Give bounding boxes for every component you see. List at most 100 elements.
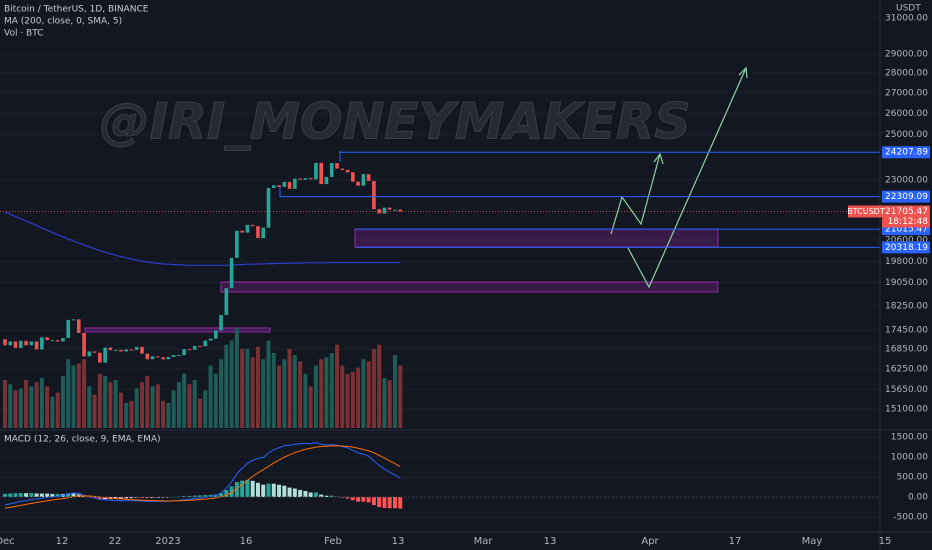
- candle: [98, 352, 102, 363]
- candle: [324, 176, 329, 185]
- macd-hist-bar: [55, 493, 60, 497]
- last-price-tag: [882, 205, 930, 228]
- macd-hist-bar: [187, 495, 192, 497]
- macd-hist-bar: [219, 493, 224, 497]
- candle: [119, 349, 123, 352]
- candle: [140, 346, 144, 354]
- candle: [224, 288, 229, 316]
- symbol-tag: [848, 205, 884, 218]
- macd-hist-bar: [329, 495, 334, 497]
- candle: [235, 230, 239, 258]
- volume-bar: [340, 365, 345, 428]
- volume-bar: [324, 357, 329, 428]
- candle: [3, 339, 7, 346]
- candle: [156, 356, 160, 358]
- volume-bar: [140, 382, 145, 428]
- volume-bar: [129, 400, 134, 428]
- zone: [84, 327, 271, 333]
- candle: [329, 163, 334, 177]
- volume-bar: [60, 375, 65, 428]
- macd-hist-bar: [229, 486, 234, 497]
- price-tag-label: 24207.89: [885, 148, 928, 158]
- macd-hist-bar: [103, 497, 108, 500]
- y-tick-label: 15650.00: [885, 385, 928, 395]
- macd-hist-bar: [277, 484, 282, 497]
- candle: [108, 347, 113, 351]
- volume-bar: [292, 355, 297, 428]
- volume-bar: [277, 365, 282, 428]
- macd-hist-bar: [24, 493, 29, 497]
- macd-hist-bar: [45, 493, 50, 497]
- candle: [277, 185, 281, 187]
- indicator-label: MACD (12, 26, close, 9, EMA, EMA): [4, 435, 161, 445]
- volume-bar: [134, 388, 139, 428]
- macd-hist-bar: [97, 497, 102, 500]
- x-tick-label: 16: [240, 536, 253, 547]
- candle: [166, 356, 171, 360]
- volume-bar: [171, 390, 176, 428]
- candle: [71, 319, 76, 321]
- price-tag: [882, 146, 930, 159]
- arrow-head: [653, 152, 664, 165]
- y-tick-label: 26000.00: [885, 109, 928, 119]
- volume-bar: [124, 403, 129, 428]
- y-tick-label: 0.00: [908, 493, 928, 503]
- macd-hist-bar: [271, 483, 276, 497]
- volume-bar: [234, 328, 239, 428]
- macd-hist-bar: [398, 497, 403, 509]
- y-tick-label: 18250.00: [885, 301, 928, 311]
- volume-bar: [187, 384, 192, 428]
- x-tick-label: 17: [729, 536, 742, 547]
- candle: [50, 340, 55, 342]
- arrow-head: [738, 66, 748, 79]
- macd-hist-bar: [350, 497, 355, 501]
- x-tick-label: 22: [109, 536, 122, 547]
- y-tick-label: 16850.00: [885, 345, 928, 355]
- macd-hist-bar: [192, 495, 197, 497]
- macd-line: [4, 442, 401, 506]
- candle: [124, 349, 129, 352]
- volume-bar: [298, 361, 303, 428]
- candle: [66, 319, 71, 338]
- volume-bar: [377, 344, 382, 428]
- candle: [319, 162, 323, 185]
- volume-bar: [192, 380, 197, 428]
- volume-bar: [76, 363, 81, 428]
- macd-hist-bar: [66, 493, 71, 497]
- x-tick-label: 2023: [155, 536, 180, 547]
- volume-bar: [108, 382, 113, 428]
- macd-hist-bar: [34, 493, 39, 497]
- macd-hist-bar: [392, 497, 397, 509]
- y-tick-label: 20600.00: [885, 235, 928, 245]
- macd-hist-bar: [197, 495, 202, 497]
- arrow-path: [627, 67, 747, 289]
- macd-hist-bar: [234, 482, 239, 497]
- price-tag: [882, 241, 930, 254]
- volume-bar: [224, 344, 229, 428]
- volume-bar: [208, 365, 213, 428]
- volume-bar: [97, 373, 102, 428]
- signal-line: [4, 445, 401, 509]
- volume-bar: [103, 375, 108, 428]
- macd-hist-bar: [324, 495, 329, 497]
- volume-bar: [182, 373, 187, 428]
- volume-bar: [118, 392, 123, 428]
- volume-bar: [113, 380, 118, 428]
- volume-bar: [145, 375, 150, 428]
- candle: [387, 207, 392, 210]
- macd-hist-bar: [8, 493, 13, 497]
- volume-bar: [255, 346, 260, 428]
- volume-bar: [387, 380, 392, 428]
- ma-line: [4, 211, 401, 266]
- macd-hist-bar: [203, 495, 208, 497]
- x-tick-label: 15: [879, 536, 892, 547]
- price-tag-label: 22309.09: [885, 192, 928, 202]
- y-tick-label: 17450.00: [885, 326, 928, 336]
- macd-hist-bar: [292, 488, 297, 497]
- macd-hist-bar: [113, 497, 118, 499]
- y-tick-label: 28000.00: [885, 69, 928, 79]
- symbol-tag-label: BTCUSDT: [847, 207, 885, 216]
- candle: [340, 168, 345, 170]
- y-tick-label: 19050.00: [885, 278, 928, 288]
- arrow-path: [610, 153, 661, 235]
